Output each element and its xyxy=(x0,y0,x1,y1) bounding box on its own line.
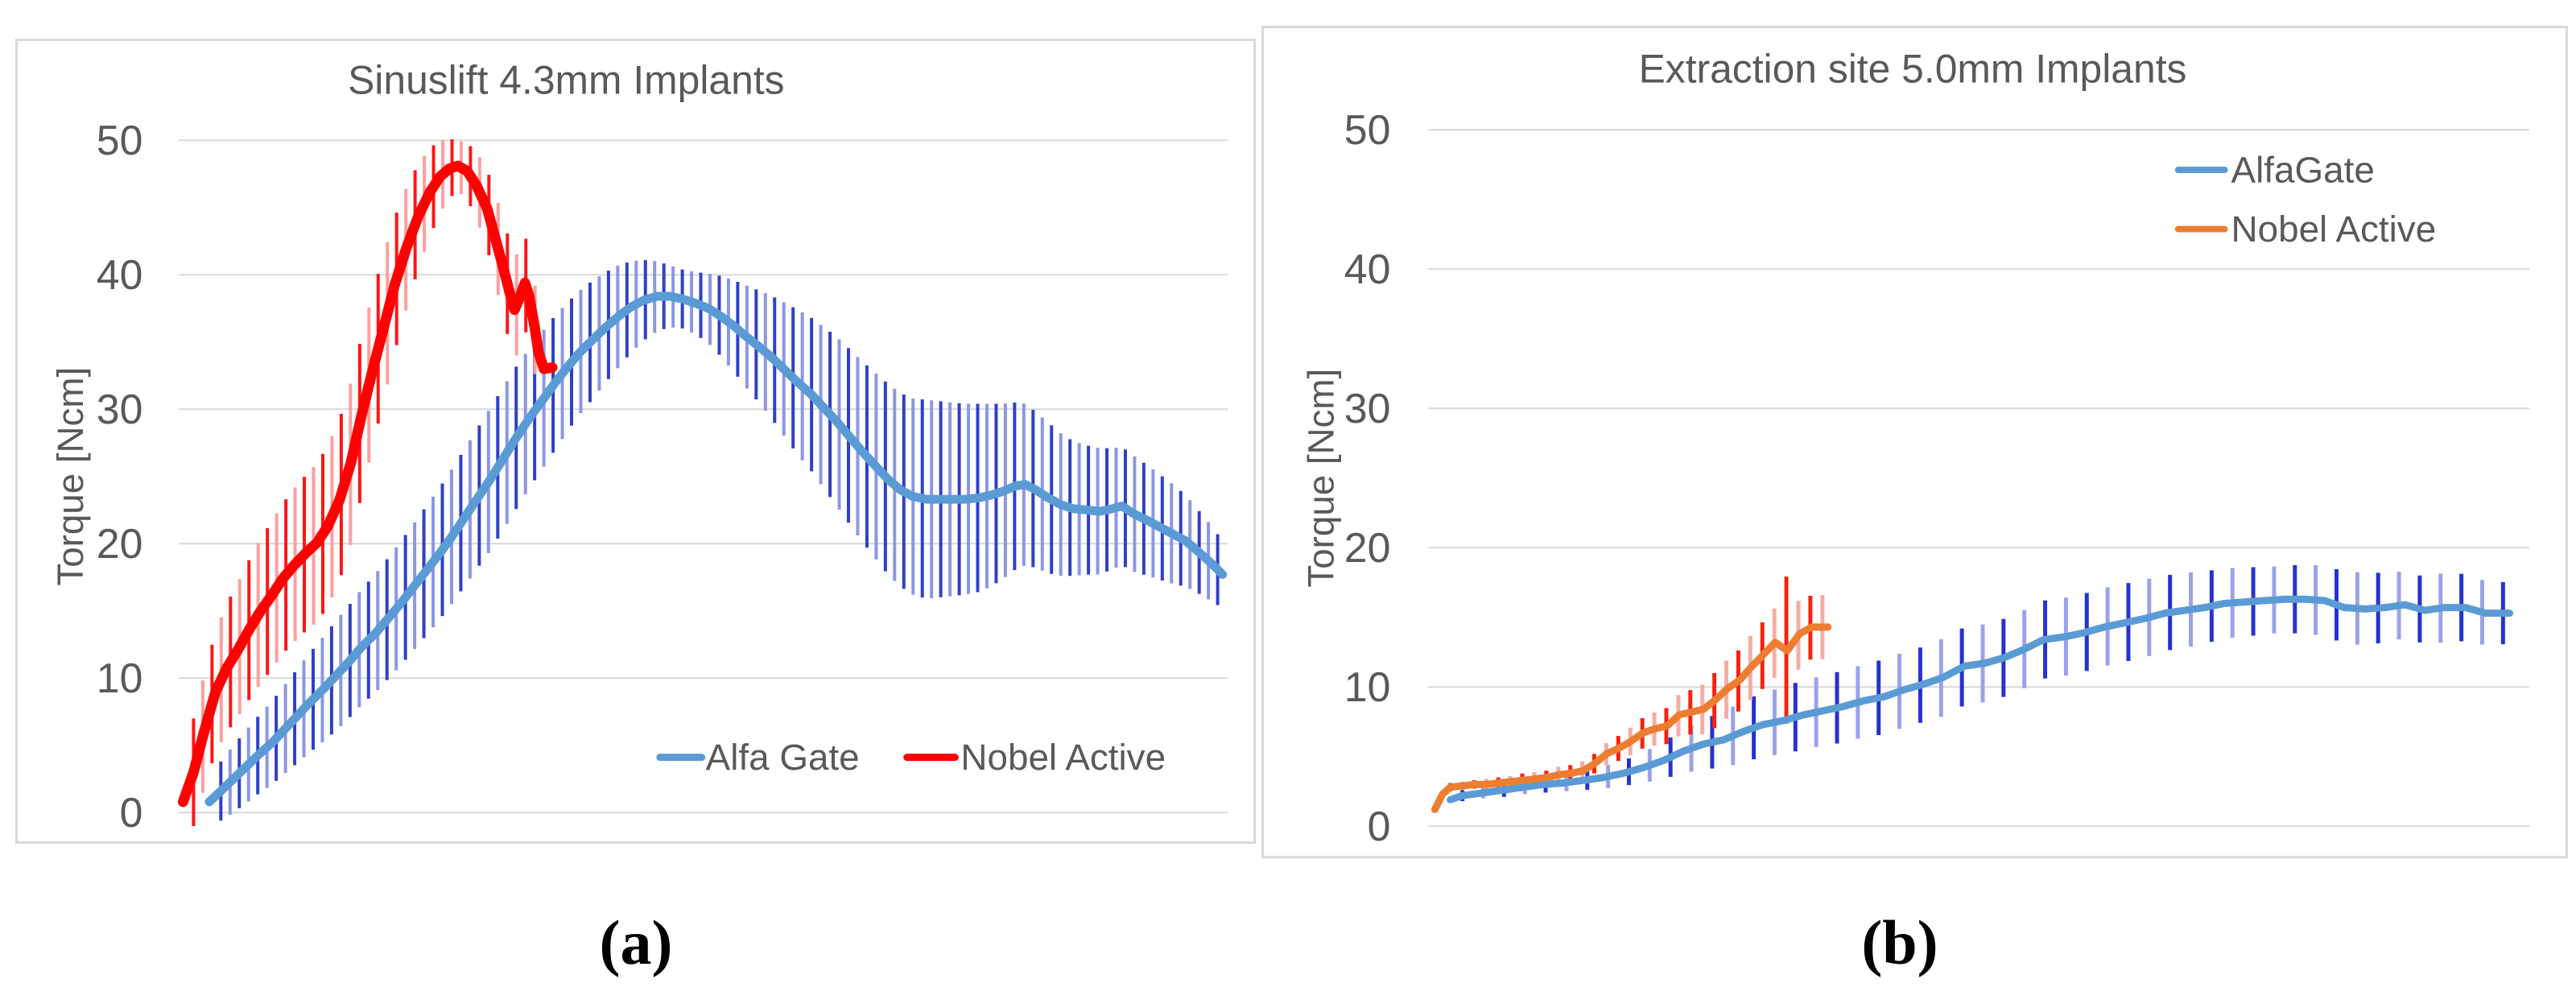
y-tick-label-10: 10 xyxy=(97,655,143,701)
y-tick-label-20: 20 xyxy=(97,520,143,567)
legend-item-alfa-gate: Alfa Gate xyxy=(656,737,860,778)
chart-a-canvas: 0 10 20 30 40 50 Sinuslift 4.3mm Implants Torqu… xyxy=(50,58,1228,836)
y-tick-label-30: 30 xyxy=(97,386,143,432)
y-tick-label-0: 0 xyxy=(1368,803,1391,849)
series-line-alfa-gate xyxy=(204,291,1228,807)
legend-item-alfagate: AlfaGate xyxy=(2174,149,2375,190)
error-bars-nobel-active xyxy=(1448,576,1825,791)
legend-item-nobel-active: Nobel Active xyxy=(903,737,1166,778)
caption-b: (b) xyxy=(1861,907,1938,977)
series-line-nobel-active xyxy=(177,160,558,808)
series-line-alfagate xyxy=(1447,595,2514,804)
y-tick-label-40: 40 xyxy=(97,251,143,298)
chart-title: Sinuslift 4.3mm Implants xyxy=(348,58,784,103)
y-tick-label-50: 50 xyxy=(1344,106,1391,153)
y-axis-label: Torque [Ncm] xyxy=(50,367,91,586)
y-tick-label-40: 40 xyxy=(1344,246,1391,292)
y-tick-label-50: 50 xyxy=(97,117,143,163)
chart-title: Extraction site 5.0mm Implants xyxy=(1639,47,2187,92)
legend-label: Nobel Active xyxy=(960,737,1166,778)
error-bars-alfagate xyxy=(1460,564,2505,802)
y-tick-label-30: 30 xyxy=(1344,385,1391,432)
legend-label: Alfa Gate xyxy=(706,737,860,778)
series-line-nobel-active xyxy=(1430,623,1832,813)
y-tick-label-10: 10 xyxy=(1344,663,1391,710)
chart-b-canvas: 0 10 20 30 40 50 Extraction site 5.0mm Implant… xyxy=(1300,47,2530,849)
chart-a-panel: 0 10 20 30 40 50 Sinuslift 4.3mm Implants Torqu… xyxy=(15,39,1256,844)
y-tick-label-0: 0 xyxy=(120,789,143,836)
caption-a: (a) xyxy=(599,907,673,977)
legend-item-nobel-active: Nobel Active xyxy=(2174,209,2437,250)
legend-label: Nobel Active xyxy=(2231,209,2437,250)
legend-label: AlfaGate xyxy=(2231,149,2375,190)
y-tick-label-20: 20 xyxy=(1344,524,1391,571)
chart-b-panel: 0 10 20 30 40 50 Extraction site 5.0mm Implant… xyxy=(1261,26,2568,858)
y-axis-label: Torque [Ncm] xyxy=(1300,369,1341,588)
